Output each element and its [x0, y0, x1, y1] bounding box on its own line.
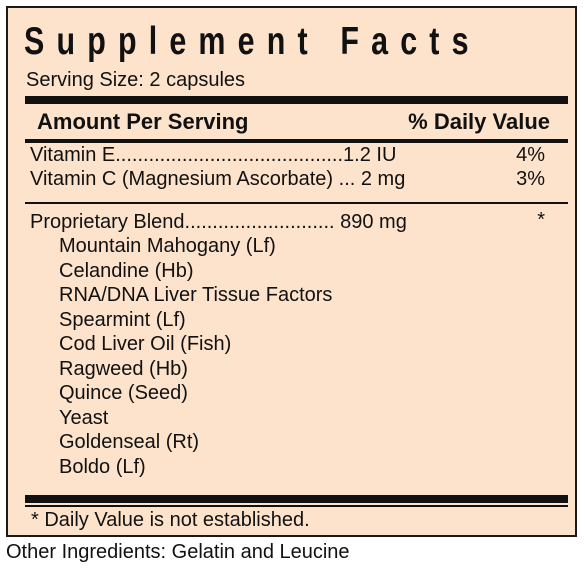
proprietary-blend-row: Proprietary Blend.......................… [30, 211, 407, 233]
footnote: * Daily Value is not established. [31, 509, 310, 531]
blend-ingredient: Quince (Seed) [59, 382, 188, 404]
blend-ingredient: Boldo (Lf) [59, 456, 146, 478]
amount-per-serving-header: Amount Per Serving [37, 109, 249, 134]
blend-ingredient: RNA/DNA Liver Tissue Factors [59, 284, 333, 306]
proprietary-blend-dv: * [537, 209, 545, 231]
vitamin-e-dv: 4% [516, 144, 545, 166]
blend-ingredient: Celandine (Hb) [59, 260, 194, 282]
blend-ingredient: Mountain Mahogany (Lf) [59, 235, 276, 257]
daily-value-header: % Daily Value [408, 109, 550, 134]
blend-ingredient: Spearmint (Lf) [59, 309, 186, 331]
panel-title: Supplement Facts [24, 20, 481, 63]
blend-ingredient: Goldenseal (Rt) [59, 431, 200, 453]
thick-divider [25, 96, 568, 104]
header-divider [25, 139, 568, 143]
serving-size: Serving Size: 2 capsules [26, 69, 246, 91]
blend-ingredient: Yeast [59, 407, 109, 429]
other-ingredients: Other Ingredients: Gelatin and Leucine [6, 541, 350, 563]
supplement-facts-panel: Supplement Facts Serving Size: 2 capsule… [6, 6, 577, 537]
vitamin-e-row: Vitamin E...............................… [30, 144, 397, 166]
vitamin-divider [25, 202, 568, 204]
vitamin-c-dv: 3% [516, 168, 545, 190]
blend-ingredient: Cod Liver Oil (Fish) [59, 333, 232, 355]
vitamin-c-row: Vitamin C (Magnesium Ascorbate) ... 2 mg [30, 168, 406, 190]
bottom-thick-divider [25, 495, 568, 503]
bottom-thin-divider [25, 505, 568, 507]
blend-ingredient: Ragweed (Hb) [59, 358, 188, 380]
